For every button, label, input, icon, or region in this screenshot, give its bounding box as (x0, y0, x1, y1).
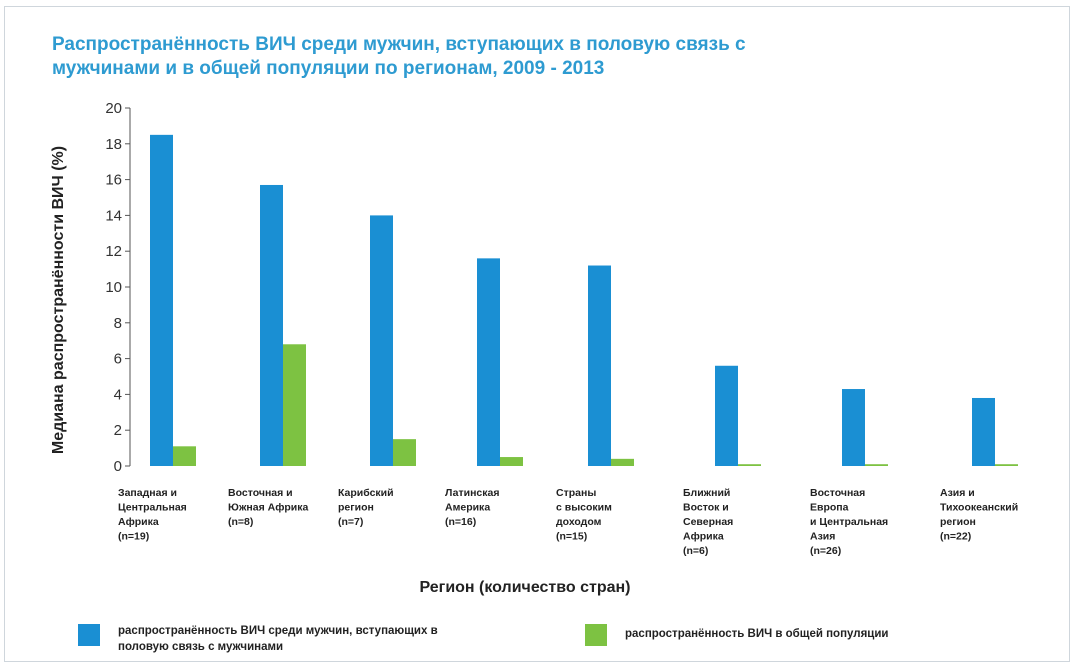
bar-msm-7 (972, 397, 995, 466)
bars (150, 134, 1018, 466)
bar-general-4 (611, 458, 634, 466)
x-category-label-line: (n=19) (118, 531, 149, 543)
bar-msm-5 (715, 365, 738, 466)
bar-msm-4 (588, 265, 611, 466)
bar-msm-6 (842, 389, 865, 466)
bar-general-7 (995, 464, 1018, 466)
x-category-label: Карибский регион (n=7) (338, 487, 394, 528)
x-category-label-line: Западная и (118, 487, 177, 499)
x-category-label-line: с высоким (556, 502, 612, 514)
x-category-label: Западная и Центральная Африка (n=19) (118, 487, 187, 543)
x-category-label-line: доходом (556, 516, 602, 528)
x-category-label-line: регион (338, 502, 374, 514)
y-tick-label: 4 (114, 386, 122, 403)
y-tick-label: 16 (105, 172, 122, 189)
x-category-label: Ближний Восток и Северная Африка (n=6) (683, 487, 733, 557)
bar-general-2 (393, 439, 416, 466)
bar-general-0 (173, 446, 196, 466)
y-tick-label: 2 (114, 422, 122, 439)
x-category-label-line: Тихоокеанский (940, 502, 1018, 514)
bar-general-3 (500, 457, 523, 466)
bar-general-5 (738, 464, 761, 466)
x-category-label-line: Европа (810, 502, 849, 514)
x-category-label-line: (n=22) (940, 531, 971, 543)
x-category-label-line: Латинская (445, 487, 499, 499)
x-category-label-line: (n=16) (445, 516, 476, 528)
x-category-label: Восточная Европа и Центральная Азия (n=26) (810, 487, 888, 557)
x-category-label-line: регион (940, 516, 976, 528)
chart-title: Распространённость ВИЧ среди мужчин, вст… (52, 34, 746, 79)
x-category-label-line: Африка (683, 531, 724, 543)
y-tick-label: 12 (105, 243, 122, 260)
category-labels: Западная и Центральная Африка (n=19) Восточн… (118, 487, 1018, 557)
y-tick-label: 0 (114, 458, 122, 475)
bar-general-1 (283, 344, 306, 466)
x-category-label-line: (n=26) (810, 545, 841, 557)
x-category-label-line: (n=15) (556, 531, 587, 543)
y-tick-label: 10 (105, 279, 122, 296)
y-axis-title: Медиана распространённости ВИЧ (%) (50, 146, 67, 454)
x-category-label-line: Азия (810, 531, 835, 543)
x-category-label-line: Восточная и (228, 487, 293, 499)
y-tick-label: 14 (105, 207, 122, 224)
x-category-label-line: Южная Африка (228, 502, 309, 514)
x-category-label: Восточная и Южная Африка (n=8) (228, 487, 309, 528)
y-tick-label: 6 (114, 351, 122, 368)
x-category-label-line: Азия и (940, 487, 975, 499)
bar-msm-2 (370, 215, 393, 466)
x-category-label-line: (n=8) (228, 516, 253, 528)
x-category-label: Страны с высоким доходом (n=15) (556, 487, 612, 543)
chart-frame (4, 6, 1070, 662)
x-category-label-line: Карибский (338, 487, 394, 499)
x-category-label-line: и Центральная (810, 516, 888, 528)
bar-general-6 (865, 464, 888, 466)
axes: 0 2 4 6 8 10 12 14 16 18 20 (105, 100, 131, 475)
y-tick-label: 20 (105, 100, 122, 117)
x-axis-title: Регион (количество стран) (419, 579, 630, 596)
x-category-label-line: Северная (683, 516, 733, 528)
y-tick-label: 8 (114, 315, 122, 332)
x-category-label-line: Америка (445, 502, 490, 514)
x-category-label-line: Центральная (118, 502, 187, 514)
x-category-label-line: Восточная (810, 487, 865, 499)
x-category-label: Латинская Америка (n=16) (445, 487, 499, 528)
x-category-label-line: Страны (556, 487, 596, 499)
x-category-label-line: Ближний (683, 487, 730, 499)
x-category-label-line: Африка (118, 516, 159, 528)
bar-msm-1 (260, 184, 283, 466)
x-category-label: Азия и Тихоокеанский регион (n=22) (940, 487, 1018, 543)
bar-msm-3 (477, 258, 500, 466)
x-category-label-line: (n=7) (338, 516, 363, 528)
x-category-label-line: Восток и (683, 502, 729, 514)
x-category-label-line: (n=6) (683, 545, 708, 557)
bar-msm-0 (150, 134, 173, 466)
y-tick-label: 18 (105, 136, 122, 153)
